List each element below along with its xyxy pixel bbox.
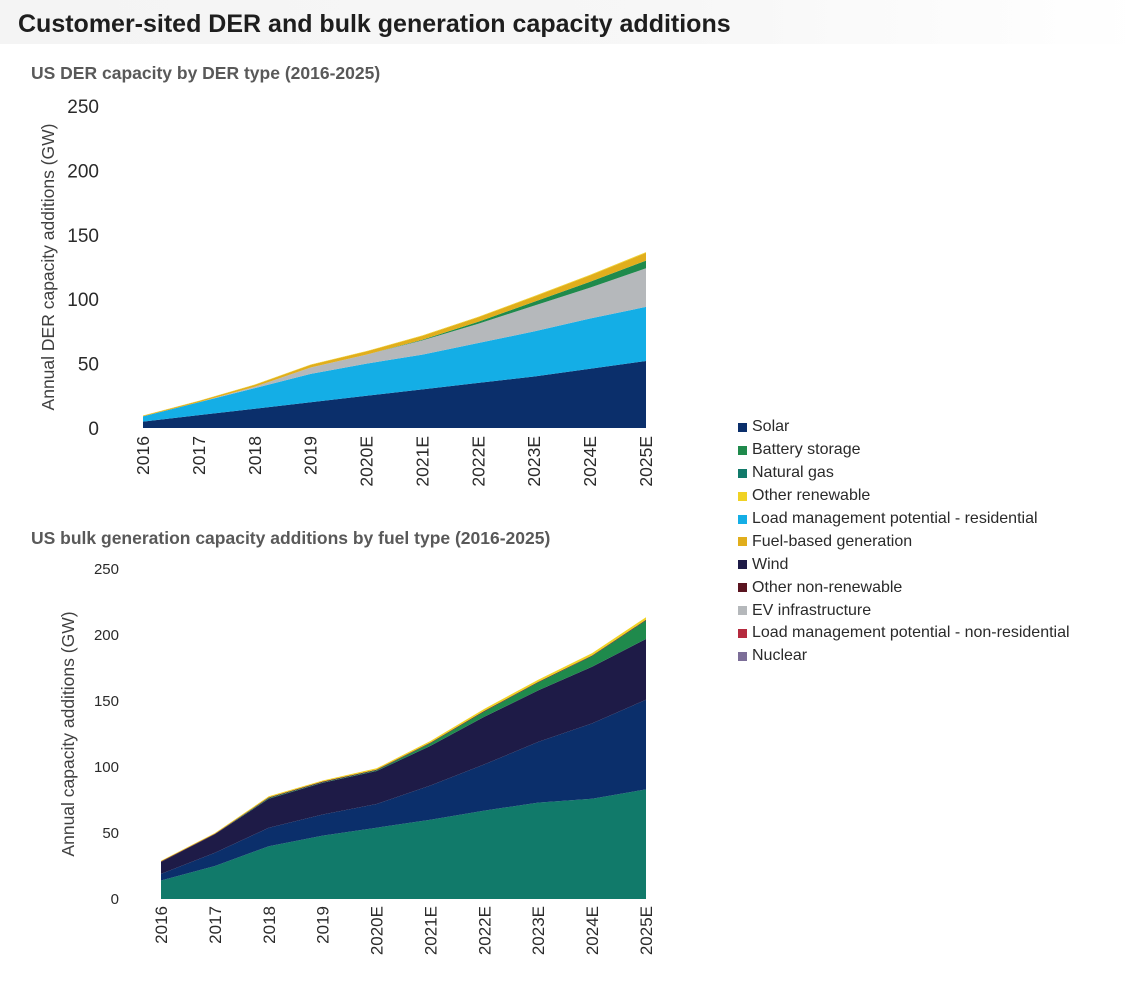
legend-label: Load management potential - non-resident… bbox=[752, 624, 1070, 642]
legend-label: Other non-renewable bbox=[752, 578, 903, 596]
x-tick-label: 2023E bbox=[529, 906, 548, 955]
legend-label: Other renewable bbox=[752, 487, 871, 505]
series-area-solar bbox=[143, 361, 646, 428]
legend-item-ev: EV infrastructure bbox=[738, 599, 1070, 622]
x-tick-label: 2018 bbox=[260, 906, 279, 944]
legend-label: Natural gas bbox=[752, 464, 834, 482]
legend-item-lm_nonres: Load management potential - non-resident… bbox=[738, 622, 1070, 645]
y-tick-label: 100 bbox=[94, 759, 119, 776]
legend-label: Fuel-based generation bbox=[752, 532, 913, 550]
legend-item-gas: Natural gas bbox=[738, 462, 1070, 485]
x-tick-label: 2018 bbox=[245, 436, 265, 475]
y-tick-label: 0 bbox=[88, 419, 99, 440]
x-tick-label: 2016 bbox=[133, 436, 153, 475]
y-axis-label: Annual capacity additions (GW) bbox=[58, 611, 78, 856]
legend-label: Wind bbox=[752, 555, 789, 573]
x-tick-label: 2022E bbox=[475, 906, 494, 955]
series-area-gas bbox=[161, 789, 646, 899]
legend-swatch bbox=[738, 514, 747, 524]
y-axis-label: Annual DER capacity additions (GW) bbox=[38, 124, 58, 411]
y-tick-label: 150 bbox=[67, 226, 99, 247]
legend-item-other_nonrenew: Other non-renewable bbox=[738, 576, 1070, 599]
y-tick-label: 100 bbox=[67, 290, 99, 311]
legend-swatch bbox=[738, 537, 747, 547]
bulk-generation-chart: 0 50 100 150 200 250 2016 2017 2018 2019 2020E 2021… bbox=[58, 561, 656, 955]
x-tick-label: 2024E bbox=[583, 906, 602, 955]
legend-label: Battery storage bbox=[752, 441, 861, 459]
x-tick-label: 2025E bbox=[637, 906, 656, 955]
legend-label: Solar bbox=[752, 418, 790, 436]
x-tick-label: 2020E bbox=[357, 436, 377, 487]
y-tick-label: 250 bbox=[94, 561, 119, 578]
y-tick-label: 50 bbox=[102, 825, 119, 842]
page-title: Customer-sited DER and bulk generation c… bbox=[18, 10, 731, 38]
x-tick-label: 2021E bbox=[412, 436, 432, 487]
legend-item-fuel: Fuel-based generation bbox=[738, 530, 1070, 553]
y-tick-label: 0 bbox=[111, 891, 119, 908]
series-area-wind bbox=[161, 639, 646, 874]
x-tick-label: 2017 bbox=[189, 436, 209, 475]
legend-item-other_renew: Other renewable bbox=[738, 485, 1070, 508]
x-tick-label: 2022E bbox=[468, 436, 488, 487]
legend-item-solar: Solar bbox=[738, 416, 1070, 439]
legend-item-lm_res: Load management potential - residential bbox=[738, 508, 1070, 531]
y-tick-label: 200 bbox=[67, 161, 99, 182]
legend-label: Load management potential - residential bbox=[752, 510, 1038, 527]
x-tick-label: 2025E bbox=[636, 436, 656, 487]
der-capacity-chart: 0 50 100 150 200 250 2016 2017 2018 2019 2020E 2021… bbox=[38, 97, 656, 487]
legend-swatch bbox=[738, 445, 747, 455]
x-tick-label: 2020E bbox=[368, 906, 387, 955]
series-area-solar bbox=[161, 699, 646, 881]
x-tick-label: 2023E bbox=[524, 436, 544, 487]
der-chart-title: US DER capacity by DER type (2016-2025) bbox=[31, 63, 381, 83]
y-tick-label: 150 bbox=[94, 693, 119, 710]
x-tick-label: 2016 bbox=[152, 906, 171, 944]
legend-swatch bbox=[738, 491, 747, 501]
legend-item-wind: Wind bbox=[738, 553, 1070, 576]
legend-swatch bbox=[738, 468, 747, 478]
x-tick-label: 2019 bbox=[314, 906, 333, 944]
y-tick-label: 50 bbox=[78, 355, 99, 376]
legend-swatch bbox=[738, 583, 747, 593]
x-tick-label: 2024E bbox=[580, 436, 600, 487]
legend-swatch bbox=[738, 651, 747, 661]
legend-swatch bbox=[738, 422, 747, 432]
series-area-lm_res bbox=[143, 306, 646, 422]
bulk-chart-title: US bulk generation capacity additions by… bbox=[31, 528, 551, 548]
legend-label: EV infrastructure bbox=[752, 601, 872, 619]
legend: Solar Battery storage Natural gas Other ren… bbox=[738, 416, 1070, 668]
legend-swatch bbox=[738, 628, 747, 638]
legend-swatch bbox=[738, 560, 747, 570]
y-tick-label: 200 bbox=[94, 627, 119, 644]
legend-label: Nuclear bbox=[752, 647, 808, 665]
y-tick-label: 250 bbox=[67, 97, 99, 118]
legend-item-nuclear: Nuclear bbox=[738, 645, 1070, 668]
legend-swatch bbox=[738, 606, 747, 616]
legend-item-battery: Battery storage bbox=[738, 439, 1070, 462]
x-tick-label: 2021E bbox=[421, 906, 440, 955]
x-tick-label: 2017 bbox=[206, 906, 225, 944]
x-tick-label: 2019 bbox=[301, 436, 321, 475]
page-title-bar bbox=[0, 0, 1142, 44]
